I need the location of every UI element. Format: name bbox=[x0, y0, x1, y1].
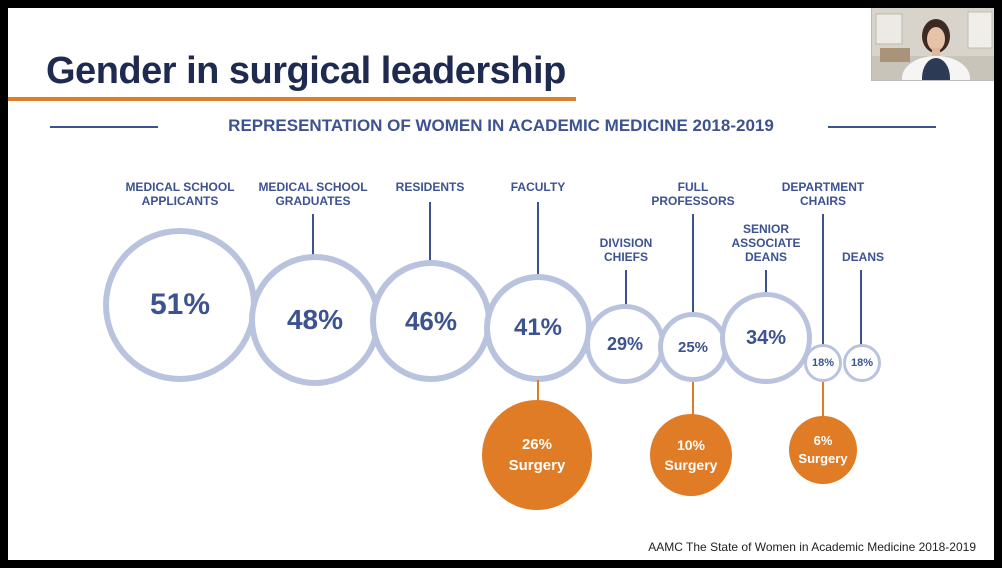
percent-deans: 18% bbox=[850, 357, 874, 369]
circle-applicants: 51% bbox=[103, 228, 257, 382]
percent-faculty: 41% bbox=[513, 314, 563, 341]
surgery-percent-full-professors: 10% bbox=[676, 437, 705, 453]
presenter-video-image bbox=[872, 8, 994, 80]
label-residents: RESIDENTS bbox=[395, 180, 465, 194]
percent-division-chiefs: 29% bbox=[606, 333, 644, 354]
percent-applicants: 51% bbox=[149, 288, 211, 321]
percent-graduates: 48% bbox=[286, 304, 344, 335]
percent-senior-associate-deans: 34% bbox=[745, 326, 787, 349]
stem-graduates bbox=[312, 214, 314, 288]
circle-residents: 46% bbox=[370, 260, 492, 382]
webcam-video-thumbnail[interactable] bbox=[871, 8, 994, 81]
label-senior-associate-deans: SENIOR ASSOCIATE DEANS bbox=[731, 222, 801, 264]
surgery-percent-faculty: 26% bbox=[521, 436, 552, 453]
surgery-label-department-chairs: Surgery bbox=[798, 451, 848, 466]
circle-faculty: 41% bbox=[484, 274, 592, 382]
stem-deans bbox=[860, 270, 862, 352]
surgery-percent-department-chairs: 6% bbox=[813, 433, 833, 448]
orange-stem-department-chairs bbox=[822, 382, 824, 418]
percent-department-chairs: 18% bbox=[811, 357, 835, 369]
circle-department-chairs: 18% bbox=[804, 344, 842, 382]
title-underline bbox=[8, 97, 576, 101]
label-department-chairs: DEPARTMENT CHAIRS bbox=[781, 180, 865, 208]
surgery-label-faculty: Surgery bbox=[508, 457, 566, 474]
slide-title: Gender in surgical leadership bbox=[46, 50, 566, 92]
percent-full-professors: 25% bbox=[677, 338, 709, 356]
label-medical-school-graduates: MEDICAL SCHOOL GRADUATES bbox=[258, 180, 368, 208]
subtitle-rule-left bbox=[50, 126, 158, 128]
label-faculty: FACULTY bbox=[510, 180, 566, 194]
label-medical-school-applicants: MEDICAL SCHOOL APPLICANTS bbox=[125, 180, 235, 208]
stem-full-professors bbox=[692, 214, 694, 328]
orange-stem-faculty bbox=[537, 380, 539, 402]
label-full-professors: FULL PROFESSORS bbox=[651, 180, 735, 208]
circle-division-chiefs: 29% bbox=[585, 304, 665, 384]
source-citation: AAMC The State of Women in Academic Medi… bbox=[648, 540, 976, 554]
circle-senior-associate-deans: 34% bbox=[720, 292, 812, 384]
subtitle-rule-right bbox=[828, 126, 936, 128]
label-division-chiefs: DIVISION CHIEFS bbox=[599, 236, 653, 264]
surgery-label-full-professors: Surgery bbox=[664, 457, 718, 473]
stem-department-chairs bbox=[822, 214, 824, 354]
stem-residents bbox=[429, 202, 431, 296]
surgery-circle-department-chairs: 6% Surgery bbox=[789, 416, 857, 484]
percent-residents: 46% bbox=[404, 305, 458, 336]
label-deans: DEANS bbox=[841, 250, 884, 264]
surgery-circle-faculty: 26% Surgery bbox=[482, 400, 592, 510]
surgery-circle-full-professors: 10% Surgery bbox=[650, 414, 732, 496]
stem-faculty bbox=[537, 202, 539, 306]
orange-stem-full-professors bbox=[692, 382, 694, 416]
slide: Gender in surgical leadership REPRESENTA… bbox=[8, 8, 994, 560]
circle-deans: 18% bbox=[843, 344, 881, 382]
stem-division-chiefs bbox=[625, 270, 627, 322]
chart-subtitle: REPRESENTATION OF WOMEN IN ACADEMIC MEDI… bbox=[228, 116, 774, 135]
circle-graduates: 48% bbox=[249, 254, 381, 386]
circle-full-professors: 25% bbox=[658, 312, 728, 382]
